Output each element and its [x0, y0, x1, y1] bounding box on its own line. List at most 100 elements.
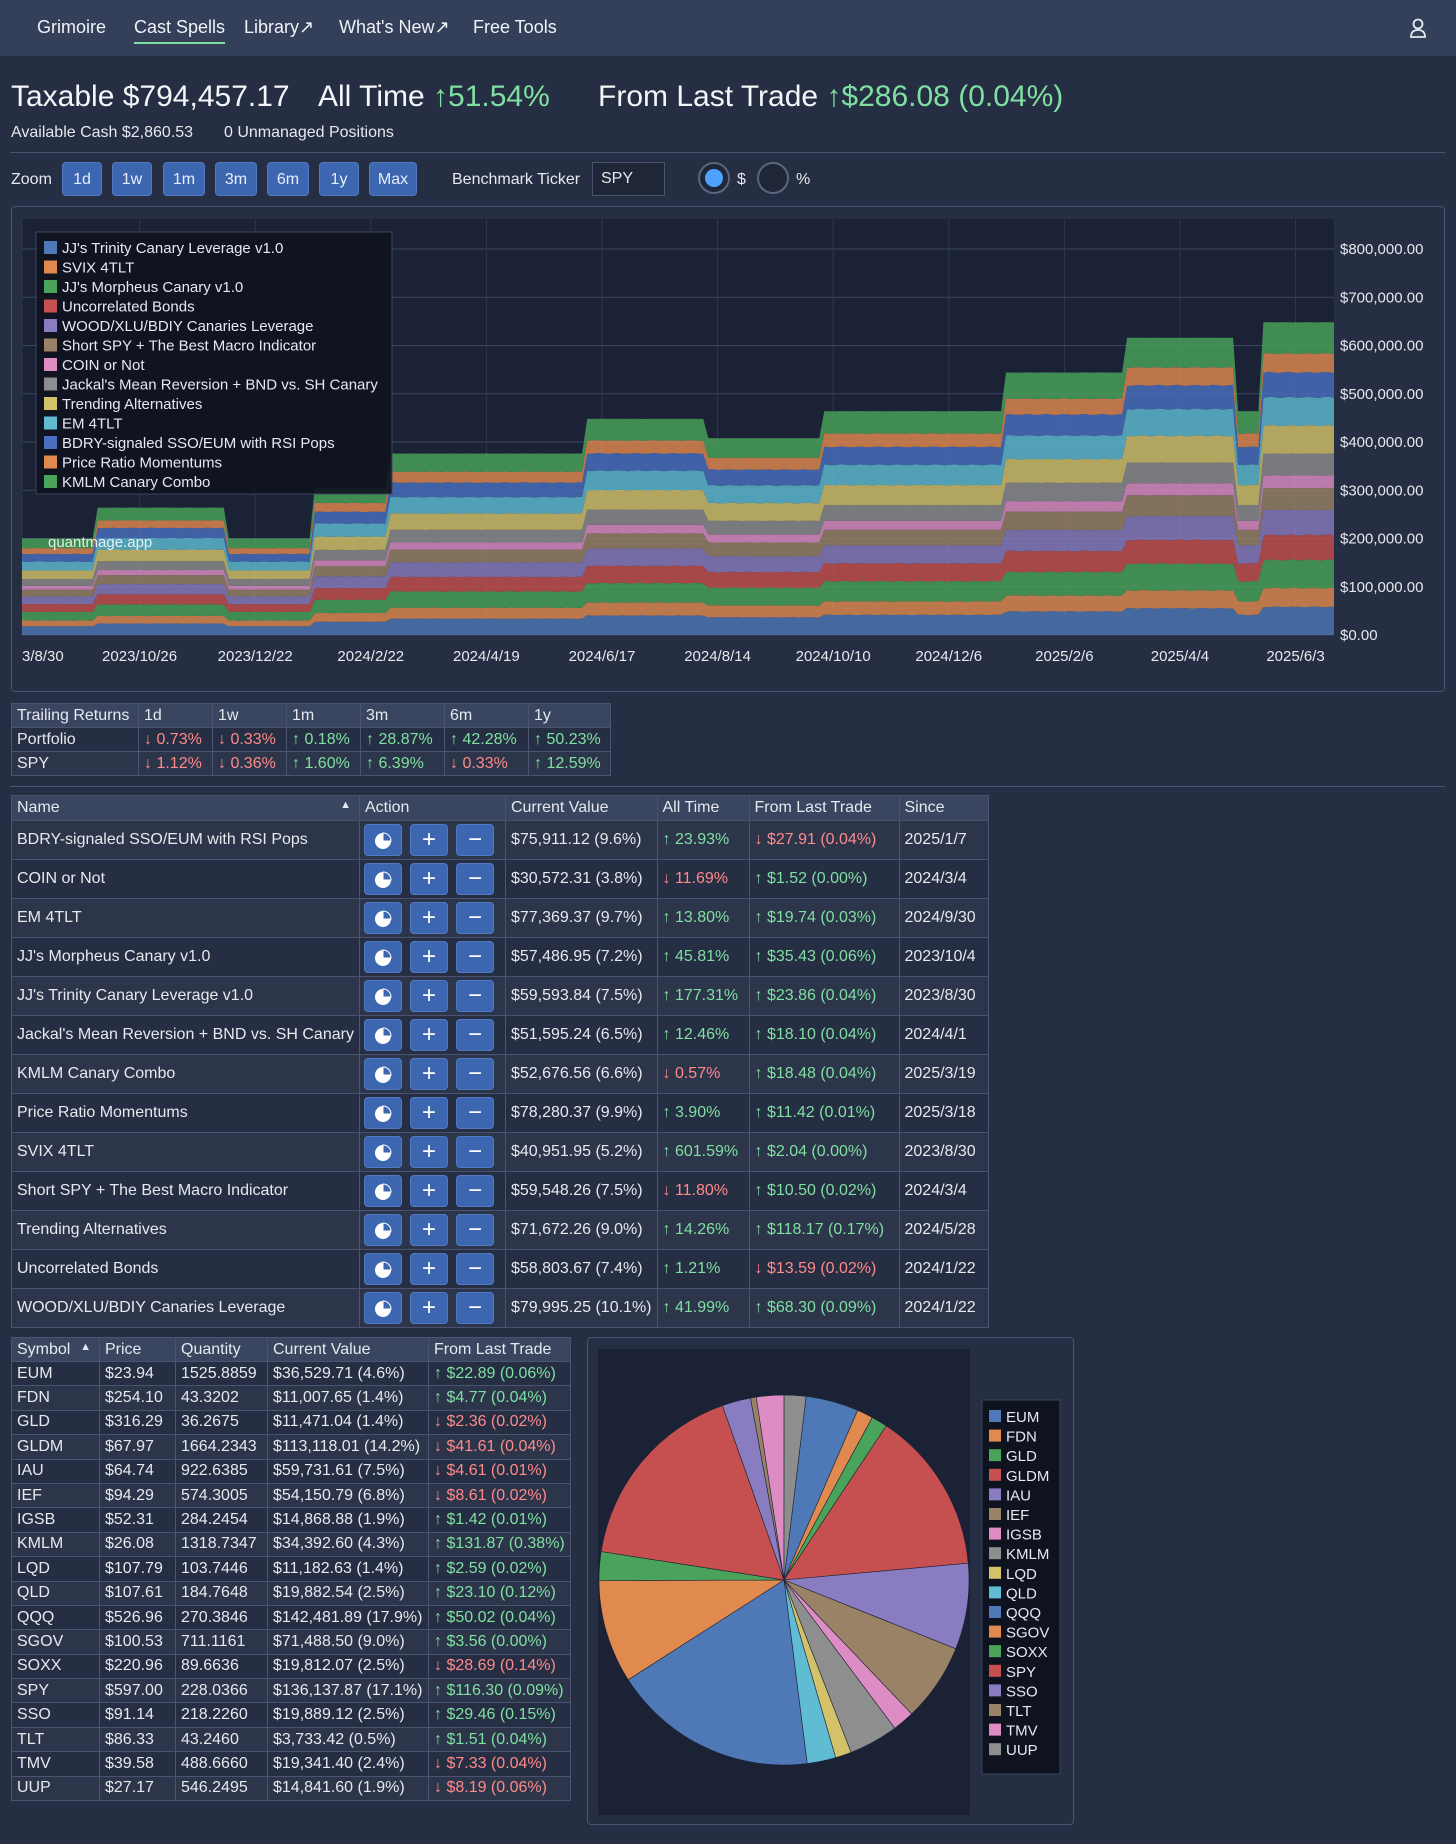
zoom-1m-button[interactable]: 1m — [163, 162, 205, 196]
spell-row: Price Ratio Momentums + − $78,280.37 (9.9%)… — [11, 1093, 989, 1133]
allocation-pie-icon[interactable] — [363, 1292, 402, 1324]
remove-button[interactable]: − — [455, 1253, 494, 1285]
remove-button[interactable]: − — [455, 1019, 494, 1051]
holding-last-trade: ↑ $23.10 (0.12%) — [428, 1580, 571, 1606]
remove-button[interactable]: − — [455, 1097, 494, 1129]
allocation-pie-icon[interactable] — [363, 824, 402, 856]
allocation-pie-icon[interactable] — [363, 863, 402, 895]
zoom-1w-button[interactable]: 1w — [112, 162, 152, 196]
spells-header-name[interactable]: Name ▲ — [11, 795, 360, 821]
legend-label[interactable]: EM 4TLT — [62, 416, 123, 433]
add-button[interactable]: + — [409, 1253, 448, 1285]
allocation-pie-icon[interactable] — [363, 941, 402, 973]
allocation-pie-icon[interactable] — [363, 980, 402, 1012]
remove-button[interactable]: − — [455, 1214, 494, 1246]
pie-slice[interactable] — [783, 1425, 969, 1581]
spell-actions: + − — [358, 820, 506, 860]
pie-slice[interactable] — [627, 1579, 808, 1766]
allocation-pie-icon[interactable] — [363, 902, 402, 934]
legend-label[interactable]: Jackal's Mean Reversion + BND vs. SH Can… — [62, 377, 378, 394]
add-button[interactable]: + — [409, 1058, 448, 1090]
add-button[interactable]: + — [409, 1175, 448, 1207]
add-button[interactable]: + — [409, 902, 448, 934]
zoom-1y-button[interactable]: 1y — [319, 162, 359, 196]
zoom-3m-button[interactable]: 3m — [215, 162, 257, 196]
pie-legend-label: IGSB — [1006, 1527, 1042, 1544]
spell-all-time: ↑ 12.46% — [656, 1015, 750, 1055]
add-button[interactable]: + — [409, 1136, 448, 1168]
add-button[interactable]: + — [409, 1097, 448, 1129]
allocation-pie-icon[interactable] — [363, 1097, 402, 1129]
legend-swatch — [44, 260, 57, 274]
add-button[interactable]: + — [409, 824, 448, 856]
spell-all-time: ↑ 23.93% — [656, 820, 750, 860]
spell-last-trade: ↑ $68.30 (0.09%) — [748, 1288, 900, 1328]
holding-last-trade: ↑ $1.51 (0.04%) — [428, 1726, 571, 1753]
allocation-pie-icon[interactable] — [363, 1136, 402, 1168]
user-icon[interactable] — [1408, 17, 1428, 39]
add-button[interactable]: + — [409, 863, 448, 895]
remove-button[interactable]: − — [455, 824, 494, 856]
pie-slice[interactable] — [783, 1394, 807, 1581]
legend-label[interactable]: SVIX 4TLT — [62, 260, 134, 277]
legend-label[interactable]: WOOD/XLU/BDIY Canaries Leverage — [62, 318, 314, 335]
spell-since: 2023/8/30 — [898, 1132, 989, 1172]
holding-row: UUP $27.17 546.2495 $14,841.60 (1.9%) ↓ $8.1… — [11, 1775, 571, 1802]
zoom-1d-button[interactable]: 1d — [62, 162, 102, 196]
legend-label[interactable]: BDRY-signaled SSO/EUM with RSI Pops — [62, 435, 335, 452]
legend-label[interactable]: Trending Alternatives — [62, 396, 202, 413]
pie-slice[interactable] — [600, 1405, 785, 1581]
legend-label[interactable]: JJ's Morpheus Canary v1.0 — [62, 279, 243, 296]
legend-label[interactable]: JJ's Trinity Canary Leverage v1.0 — [62, 240, 283, 257]
add-button[interactable]: + — [409, 1292, 448, 1324]
spell-row: Trending Alternatives + − $71,672.26 (9.0%)… — [11, 1210, 989, 1250]
nav-whats-new[interactable]: What's New↗ — [339, 17, 450, 37]
remove-button[interactable]: − — [455, 980, 494, 1012]
legend-label[interactable]: Price Ratio Momentums — [62, 455, 222, 472]
legend-label[interactable]: Uncorrelated Bonds — [62, 299, 195, 316]
add-button[interactable]: + — [409, 1019, 448, 1051]
remove-button[interactable]: − — [455, 1136, 494, 1168]
holding-price: $67.97 — [99, 1434, 176, 1460]
holding-row: KMLM $26.08 1318.7347 $34,392.60 (4.3%) ↑ $1… — [11, 1531, 571, 1558]
remove-button[interactable]: − — [455, 902, 494, 934]
add-button[interactable]: + — [409, 980, 448, 1012]
pie-legend-label: SGOV — [1006, 1625, 1049, 1642]
holdings-header-symbol[interactable]: Symbol ▲ — [11, 1337, 100, 1362]
nav-grimoire[interactable]: Grimoire — [37, 17, 107, 37]
pie-slice[interactable] — [598, 1579, 786, 1681]
allocation-pie-icon[interactable] — [363, 1058, 402, 1090]
holding-quantity: 103.7446 — [175, 1556, 268, 1582]
add-button[interactable]: + — [409, 941, 448, 973]
zoom-max-button[interactable]: Max — [369, 162, 417, 196]
remove-button[interactable]: − — [455, 863, 494, 895]
spell-current-value: $52,676.56 (6.6%) — [504, 1054, 658, 1094]
legend-swatch — [44, 416, 57, 430]
remove-button[interactable]: − — [455, 1058, 494, 1090]
nav-free-tools[interactable]: Free Tools — [473, 17, 557, 37]
stacked-area-chart[interactable]: $800,000.00 $700,000.00 $600,000.00 $500,00… — [12, 207, 1444, 691]
holding-price: $526.96 — [99, 1604, 176, 1631]
pie-legend-label: QLD — [1006, 1585, 1037, 1602]
add-button[interactable]: + — [409, 1214, 448, 1246]
holding-price: $23.94 — [99, 1360, 176, 1387]
holding-value: $19,889.12 (2.5%) — [267, 1702, 429, 1728]
allocation-pie-icon[interactable] — [363, 1214, 402, 1246]
holding-row: IEF $94.29 574.3005 $54,150.79 (6.8%) ↓ $8.6… — [11, 1482, 571, 1509]
remove-button[interactable]: − — [455, 1292, 494, 1324]
nav-library[interactable]: Library↗ — [244, 17, 315, 37]
legend-label[interactable]: Short SPY + The Best Macro Indicator — [62, 338, 316, 355]
allocation-pie-icon[interactable] — [363, 1253, 402, 1285]
nav-cast-spells[interactable]: Cast Spells — [134, 17, 226, 44]
remove-button[interactable]: − — [455, 941, 494, 973]
remove-button[interactable]: − — [455, 1175, 494, 1207]
percent-radio[interactable] — [757, 162, 789, 194]
legend-label[interactable]: COIN or Not — [62, 357, 145, 374]
allocation-pie-icon[interactable] — [363, 1175, 402, 1207]
allocation-pie-icon[interactable] — [363, 1019, 402, 1051]
dollar-radio[interactable] — [698, 162, 730, 194]
allocation-pie-chart[interactable]: EUM FDN GLD GLDM IAU IEF IGSB KMLM LQD QLD QQQ SGOV… — [588, 1338, 1073, 1824]
legend-label[interactable]: KMLM Canary Combo — [62, 474, 210, 491]
zoom-6m-button[interactable]: 6m — [267, 162, 309, 196]
benchmark-ticker-input[interactable]: SPY — [592, 162, 665, 196]
